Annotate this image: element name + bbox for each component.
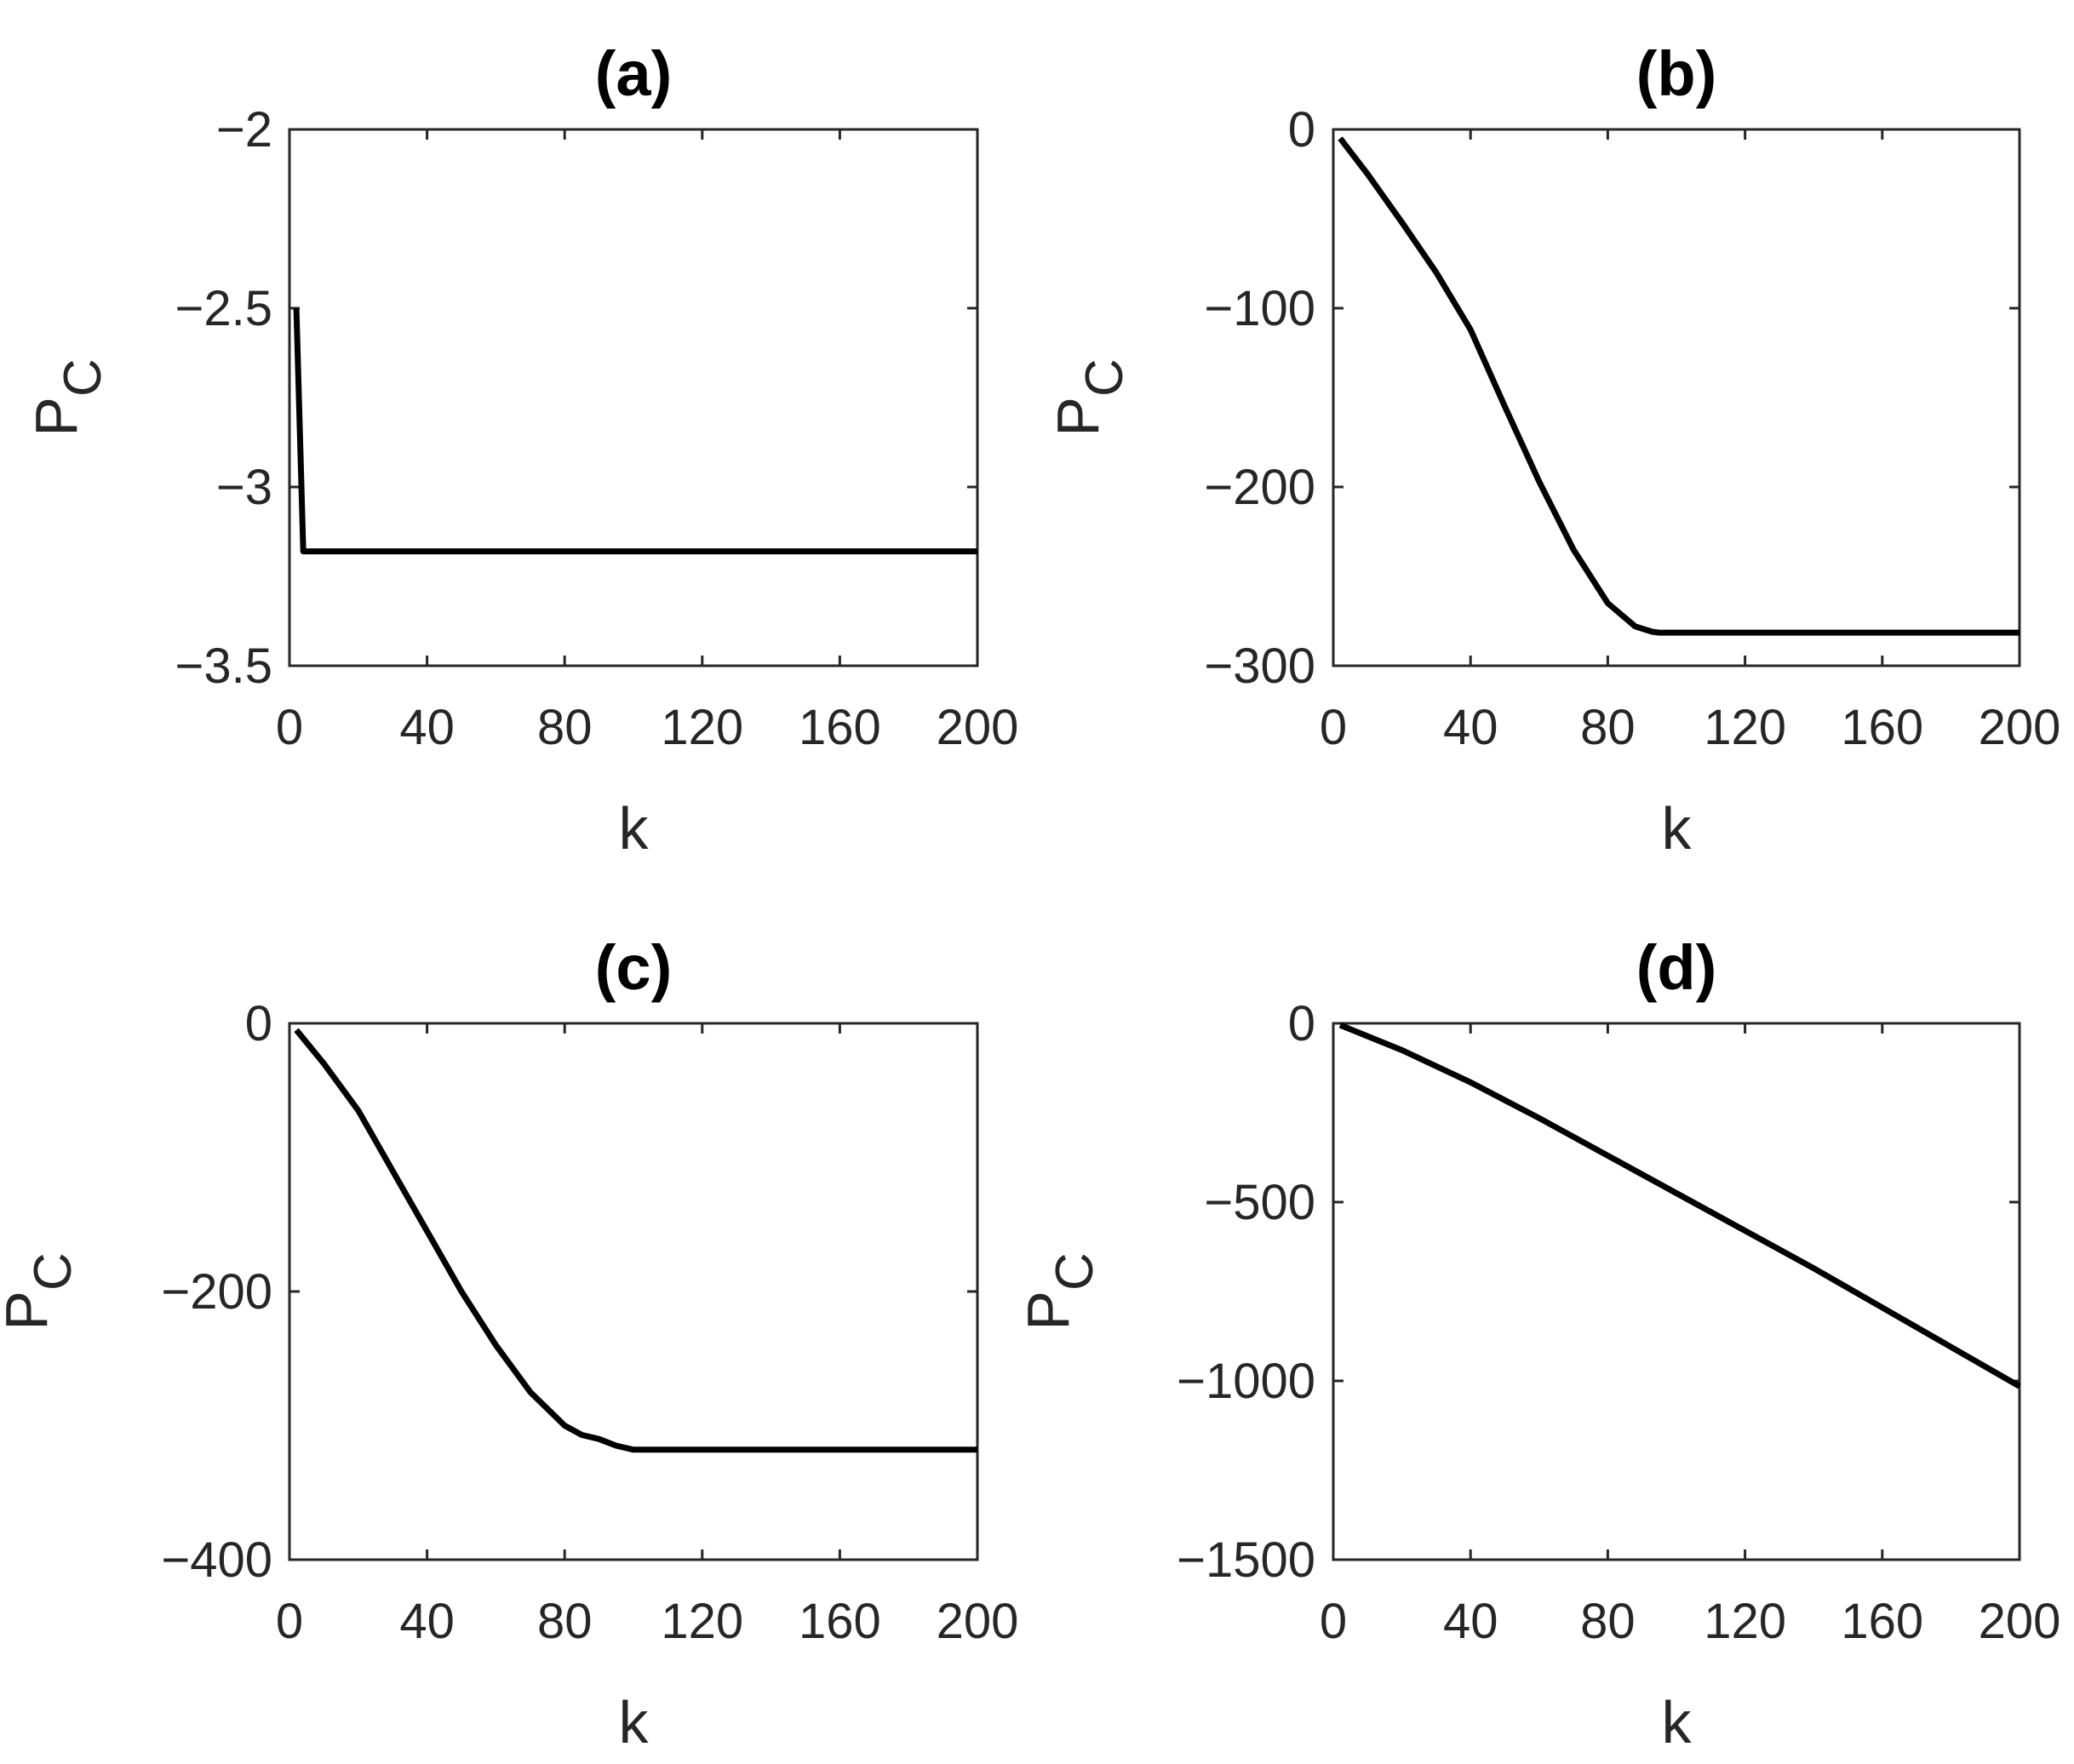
y-axis-label: PC [1045,358,1134,436]
y-axis-label-main: P [1015,1291,1081,1331]
y-tick-label: −100 [1204,281,1315,336]
x-tick-label: 160 [1841,700,1923,755]
y-tick-label: −1000 [1177,1354,1315,1409]
x-tick-label: 40 [1443,1594,1498,1649]
y-tick-label: −3 [216,460,272,515]
y-tick-label: −3.5 [175,639,273,694]
y-axis-label-main: P [0,1291,60,1331]
x-tick-label: 40 [1443,700,1498,755]
x-tick-label: 80 [537,700,593,755]
x-axis-label: k [619,795,650,862]
y-tick-label: 0 [1288,102,1315,158]
y-axis-label: PC [0,1252,83,1330]
axes-box [288,128,979,667]
axes-box [1332,1022,2021,1561]
x-tick-label: 160 [799,1594,881,1649]
x-axis-label: k [1662,795,1693,862]
y-tick-label: 0 [245,996,272,1051]
x-axis-label: k [619,1689,650,1755]
x-tick-label: 80 [537,1594,593,1649]
y-tick-label: −500 [1204,1175,1315,1230]
y-axis-label-sub: C [1046,1252,1104,1291]
y-tick-label: −200 [161,1264,272,1320]
x-tick-label: 120 [661,1594,743,1649]
x-axis-label: k [1662,1689,1693,1755]
axes-box [1332,128,2021,667]
x-tick-label: 0 [1320,700,1347,755]
x-tick-label: 0 [1320,1594,1347,1649]
y-axis-label: PC [1015,1252,1104,1330]
x-tick-label: 120 [1704,1594,1786,1649]
y-tick-label: −2.5 [175,281,273,336]
y-axis-label-sub: C [1075,358,1134,397]
y-tick-label: −400 [161,1532,272,1588]
x-tick-label: 40 [399,700,455,755]
y-tick-label: −1500 [1177,1532,1315,1588]
x-tick-label: 120 [661,700,743,755]
x-tick-label: 0 [276,700,303,755]
x-tick-label: 40 [399,1594,455,1649]
panel-a: 0 40 80 120 160 200 −3.5 −3 −2.5 −2 (a) k PC [23,38,1018,862]
panel-d: 0 40 80 120 160 200 −1500 −1000 −500 0 (d) k PC [1015,932,2060,1755]
chart-title: (c) [595,932,672,1003]
panel-c: 0 40 80 120 160 200 −400 −200 0 (c) k PC [0,932,1018,1755]
x-tick-label: 160 [1841,1594,1923,1649]
x-tick-label: 200 [937,1594,1019,1649]
y-tick-label: −300 [1204,639,1315,694]
y-axis-label-main: P [23,397,89,437]
x-tick-label: 200 [1979,700,2061,755]
x-tick-label: 0 [276,1594,303,1649]
panel-b: 0 40 80 120 160 200 −300 −200 −100 0 (b) k PC [1045,38,2060,862]
x-tick-label: 120 [1704,700,1786,755]
y-tick-label: 0 [1288,996,1315,1051]
y-axis-label-main: P [1045,397,1111,437]
chart-title: (d) [1636,932,1717,1003]
x-tick-label: 160 [799,700,881,755]
y-axis-label: PC [23,358,112,436]
x-tick-label: 200 [1979,1594,2061,1649]
y-tick-label: −2 [216,102,272,158]
y-axis-label-sub: C [54,358,112,397]
axes-box [288,1022,979,1561]
series-line [1338,1022,2021,1389]
chart-title: (b) [1636,38,1717,109]
series-line [1338,136,2020,636]
series-line [294,1028,977,1453]
series-line [293,307,977,555]
x-tick-label: 80 [1580,700,1636,755]
y-tick-label: −200 [1204,460,1315,515]
x-tick-label: 80 [1580,1594,1636,1649]
x-tick-label: 200 [937,700,1019,755]
chart-title: (a) [595,38,672,109]
y-axis-label-sub: C [24,1252,83,1291]
